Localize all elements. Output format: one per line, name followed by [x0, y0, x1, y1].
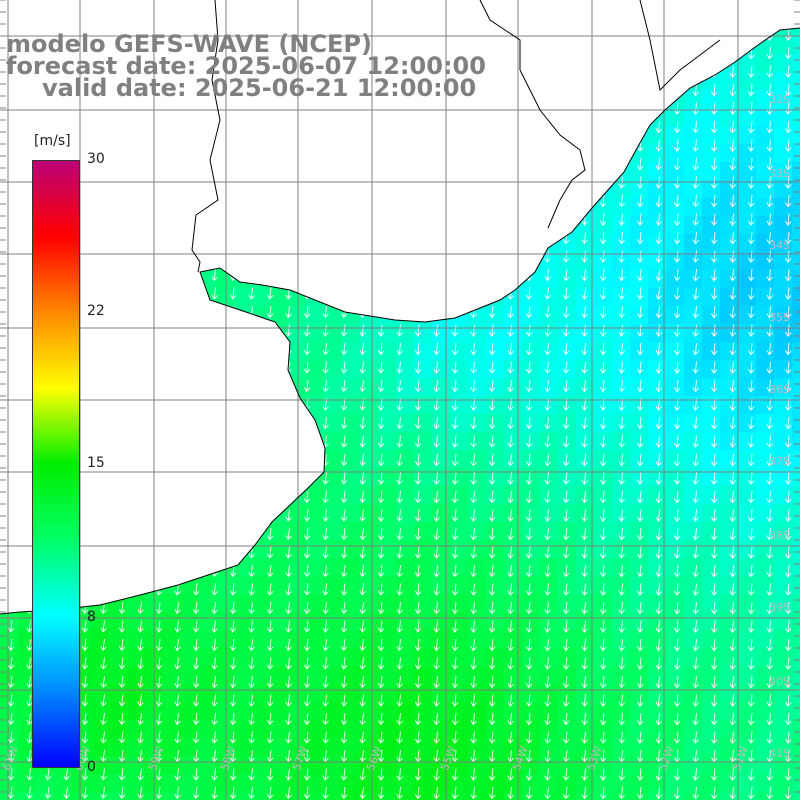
latitude-label: 40S: [769, 675, 790, 688]
colorbar-tick-0: 0: [87, 759, 96, 775]
map-title-valid-date: valid date: 2025-06-21 12:00:00: [42, 74, 477, 102]
latitude-label: 36S: [769, 383, 790, 396]
map-title-forecast-date: forecast date: 2025-06-07 12:00:00: [6, 52, 486, 80]
latitude-labels: 32S 33S 34S 35S 36S 37S 38S 39S 40S 41S: [769, 93, 790, 760]
map-title-model: modelo GEFS-WAVE (NCEP): [6, 30, 372, 58]
coastline-estuary: [0, 267, 326, 615]
coastline-ocean: [219, 27, 800, 323]
northern-coast-outline: [479, 0, 721, 92]
lagoon-outline: [519, 69, 586, 229]
latitude-label: 38S: [769, 529, 790, 542]
latitude-label: 37S: [769, 455, 790, 468]
colorbar-tick-30: 30: [87, 151, 105, 167]
wind-arrows: [7, 9, 792, 800]
border-line: [191, 0, 221, 273]
latitude-label: 41S: [769, 747, 790, 760]
colorbar-tick-15: 15: [87, 455, 105, 471]
colorbar: [32, 160, 80, 768]
colorbar-unit: [m/s]: [34, 133, 71, 149]
latitude-label: 34S: [769, 239, 790, 252]
latitude-label: 32S: [769, 93, 790, 106]
colorbar-tick-22: 22: [87, 303, 105, 319]
latitude-label: 33S: [769, 167, 790, 180]
coastline: [0, 0, 800, 615]
latitude-label: 39S: [769, 601, 790, 614]
latitude-label: 35S: [769, 311, 790, 324]
colorbar-tick-8: 8: [87, 609, 96, 625]
